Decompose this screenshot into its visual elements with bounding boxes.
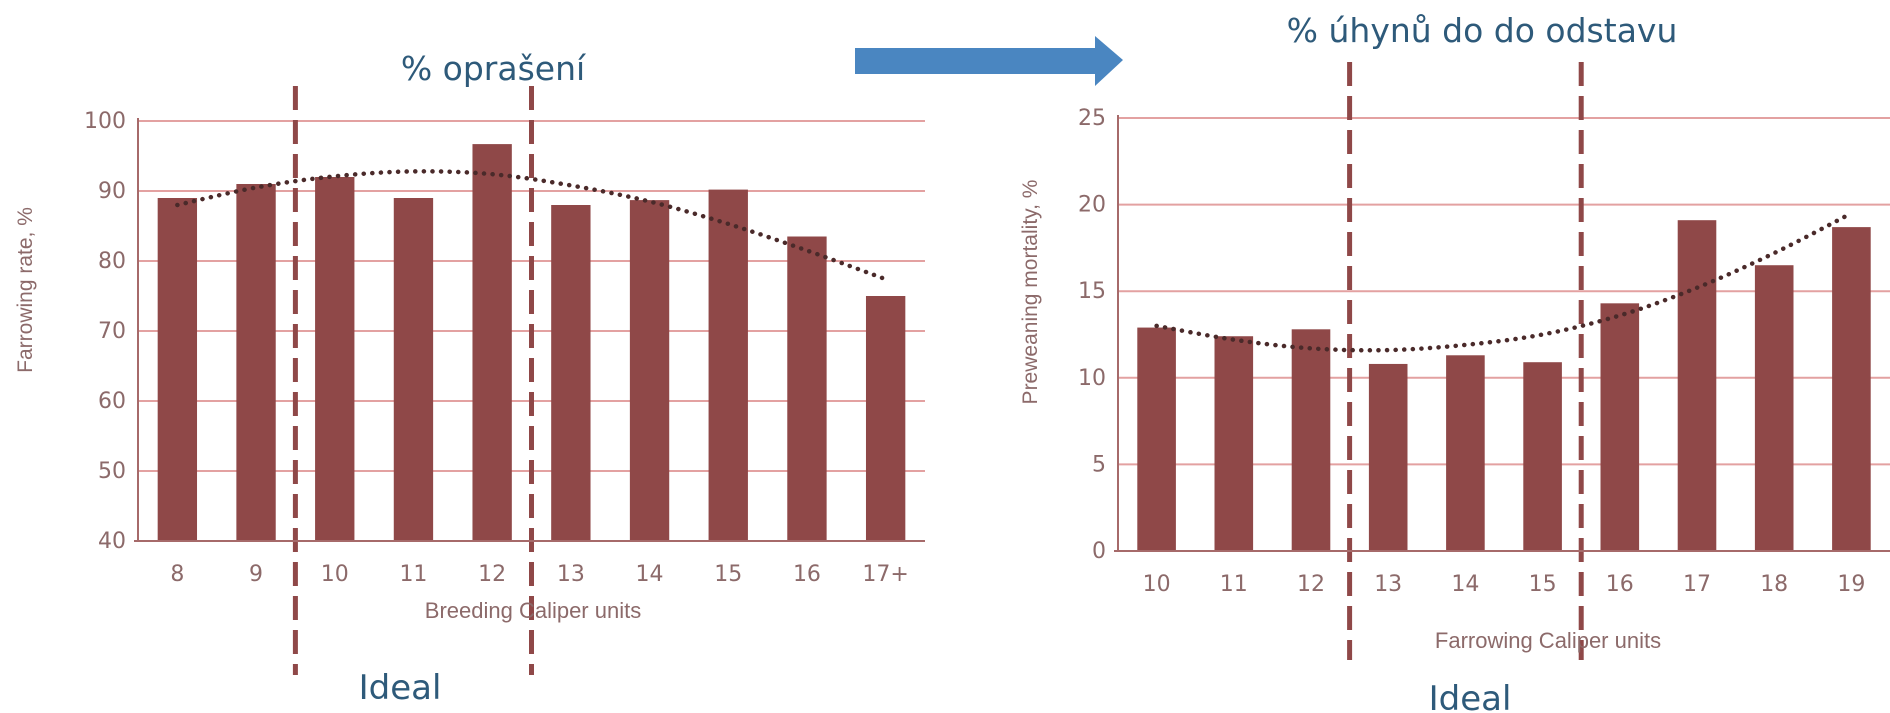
chart-title: % oprašení bbox=[401, 49, 587, 88]
x-tick-label: 10 bbox=[1143, 572, 1171, 597]
x-tick-label: 12 bbox=[1297, 572, 1325, 597]
x-tick-label: 15 bbox=[714, 562, 742, 587]
x-tick-label: 18 bbox=[1760, 572, 1788, 597]
y-tick-label: 100 bbox=[84, 109, 126, 134]
x-tick-label: 15 bbox=[1529, 572, 1557, 597]
bar bbox=[236, 184, 276, 541]
y-tick-label: 0 bbox=[1092, 539, 1106, 564]
x-tick-label: 14 bbox=[1451, 572, 1479, 597]
y-tick-label: 20 bbox=[1078, 193, 1106, 218]
x-tick-label: 12 bbox=[478, 562, 506, 587]
y-tick-label: 90 bbox=[98, 179, 126, 204]
x-tick-label: 13 bbox=[1374, 572, 1402, 597]
bar bbox=[1291, 329, 1331, 551]
y-tick-label: 40 bbox=[98, 529, 126, 554]
bar bbox=[708, 189, 748, 541]
y-tick-label: 25 bbox=[1078, 106, 1106, 131]
y-tick-label: 50 bbox=[98, 459, 126, 484]
x-tick-label: 11 bbox=[1220, 572, 1248, 597]
bar bbox=[393, 198, 434, 541]
chart-left: 40 50 60 70 80 90 100 8 9 10 11 12 13 14 15 16 17+ % op… bbox=[14, 49, 925, 708]
chart-right: 0 5 10 15 20 25 10 11 12 13 14 15 16 17 18 19 % úhynů … bbox=[1019, 11, 1890, 713]
x-tick-label: 17+ bbox=[862, 562, 908, 587]
y-tick-label: 10 bbox=[1078, 366, 1106, 391]
y-tick-label: 5 bbox=[1092, 452, 1106, 477]
x-axis-label: Breeding Caliper units bbox=[425, 598, 641, 623]
bar bbox=[157, 198, 198, 541]
y-axis-label: Farrowing rate, % bbox=[14, 207, 37, 373]
bar bbox=[315, 177, 355, 541]
y-tick-label: 15 bbox=[1078, 279, 1106, 304]
bar bbox=[472, 144, 512, 541]
x-tick-label: 16 bbox=[793, 562, 821, 587]
bar bbox=[1754, 265, 1794, 551]
y-axis-label: Preweaning mortality, % bbox=[1019, 180, 1042, 405]
bar bbox=[1214, 336, 1254, 551]
bar bbox=[1600, 303, 1640, 551]
x-tick-label: 8 bbox=[170, 562, 184, 587]
y-tick-label: 70 bbox=[98, 319, 126, 344]
x-tick-label: 14 bbox=[636, 562, 664, 587]
x-tick-label: 17 bbox=[1683, 572, 1711, 597]
x-tick-label: 10 bbox=[321, 562, 349, 587]
trendline bbox=[175, 169, 888, 282]
x-tick-label: 9 bbox=[249, 562, 263, 587]
bar bbox=[551, 205, 591, 541]
ideal-label: Ideal bbox=[359, 668, 442, 708]
x-tick-label: 11 bbox=[399, 562, 427, 587]
bar bbox=[1523, 362, 1562, 551]
x-axis-label: Farrowing Caliper units bbox=[1435, 628, 1661, 653]
bar bbox=[1446, 355, 1485, 551]
bar bbox=[787, 236, 827, 541]
chart-title: % úhynů do do odstavu bbox=[1287, 11, 1678, 50]
x-tick-label: 13 bbox=[557, 562, 585, 587]
bar bbox=[1832, 227, 1871, 551]
x-tick-label: 19 bbox=[1837, 572, 1865, 597]
y-tick-label: 60 bbox=[98, 389, 126, 414]
bar bbox=[1368, 363, 1408, 551]
bar bbox=[629, 200, 670, 541]
bar bbox=[865, 296, 906, 541]
bar bbox=[1137, 327, 1176, 551]
arrow-right-icon bbox=[855, 36, 1123, 86]
ideal-label: Ideal bbox=[1429, 679, 1512, 713]
x-tick-label: 16 bbox=[1606, 572, 1634, 597]
bar bbox=[1677, 220, 1717, 552]
trendline bbox=[1154, 211, 1854, 353]
y-tick-label: 80 bbox=[98, 249, 126, 274]
